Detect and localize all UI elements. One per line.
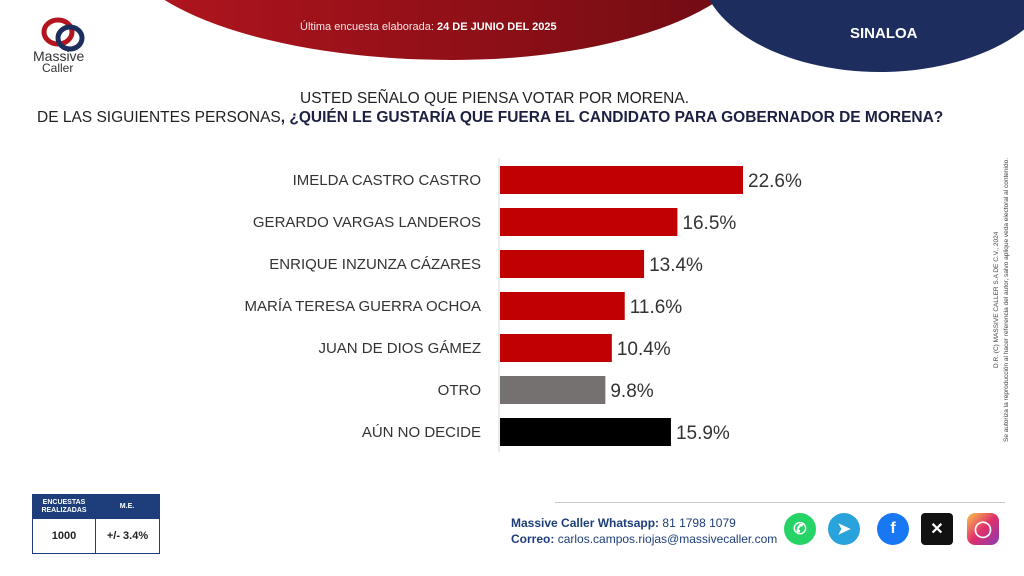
legal-notice: D.R. (C) MASSIVE CALLER S.A DE C.V., 202… xyxy=(992,120,1014,480)
survey-date-line: Última encuesta elaborada: 24 DE JUNIO D… xyxy=(300,21,557,33)
question-line-2-prefix: DE LAS SIGUIENTES PERSONAS xyxy=(37,109,281,126)
surveys-header: ENCUESTAS REALIZADAS xyxy=(33,495,95,519)
category-label: ENRIQUE INZUNZA CÁZARES xyxy=(269,256,481,273)
category-label: OTRO xyxy=(438,382,481,399)
survey-date-value: 24 DE JUNIO DEL 2025 xyxy=(436,21,557,33)
question-line-1: USTED SEÑALO QUE PIENSA VOTAR POR MORENA… xyxy=(300,90,690,107)
footer-divider xyxy=(555,502,1005,503)
value-label: 22.6% xyxy=(748,171,802,192)
question-line-2: DE LAS SIGUIENTES PERSONAS, ¿QUIÉN LE GU… xyxy=(37,109,943,127)
region-label: SINALOA xyxy=(850,25,918,42)
surveys-value: 1000 xyxy=(51,530,77,542)
survey-stats-table: ENCUESTAS REALIZADAS M.E. 1000 +/- 3.4% xyxy=(32,494,160,554)
whatsapp-number[interactable]: 81 1798 1079 xyxy=(662,516,736,530)
value-label: 16.5% xyxy=(682,213,736,234)
value-label: 15.9% xyxy=(676,423,730,444)
bar xyxy=(500,208,678,236)
massive-caller-logo-icon xyxy=(41,17,85,52)
email-label: Correo: xyxy=(511,532,555,546)
email-address[interactable]: carlos.campos.riojas@massivecaller.com xyxy=(557,532,778,546)
bar xyxy=(500,376,606,404)
value-label: 13.4% xyxy=(649,255,703,276)
legal-line-1: D.R. (C) MASSIVE CALLER S.A DE C.V., 202… xyxy=(993,231,1000,369)
bar xyxy=(500,166,743,194)
legal-line-2: Se autoriza la reproducción al hacer ref… xyxy=(1003,158,1010,443)
category-label: GERARDO VARGAS LANDEROS xyxy=(253,214,481,231)
whatsapp-label: Massive Caller Whatsapp: xyxy=(511,516,660,530)
logo-word-massive: Massive xyxy=(33,48,85,64)
bar xyxy=(500,418,671,446)
category-label: MARÍA TERESA GUERRA OCHOA xyxy=(245,298,481,315)
bar xyxy=(500,292,625,320)
category-label: JUAN DE DIOS GÁMEZ xyxy=(318,340,481,357)
logo-word-caller: Caller xyxy=(42,61,74,75)
bar xyxy=(500,250,645,278)
bar-chart: IMELDA CASTRO CASTRO 22.6% GERARDO VARGAS … xyxy=(245,158,802,452)
email-contact: Correo: carlos.campos.riojas@massivecall… xyxy=(511,532,777,546)
survey-date-label: Última encuesta elaborada: xyxy=(300,21,434,33)
bar xyxy=(500,334,612,362)
question-line-2-bold: , ¿QUIÉN LE GUSTARÍA QUE FUERA EL CANDID… xyxy=(280,109,944,126)
telegram-icon[interactable]: ➤ xyxy=(828,513,860,545)
facebook-icon[interactable]: f xyxy=(877,513,909,545)
whatsapp-icon[interactable]: ✆ xyxy=(784,513,816,545)
value-label: 11.6% xyxy=(630,297,683,318)
x-icon[interactable]: ✕ xyxy=(921,513,953,545)
category-label: AÚN NO DECIDE xyxy=(362,424,481,441)
category-label: IMELDA CASTRO CASTRO xyxy=(293,172,481,189)
margin-error-value: +/- 3.4% xyxy=(95,519,159,553)
value-label: 9.8% xyxy=(610,381,653,402)
instagram-icon[interactable]: ◯ xyxy=(967,513,999,545)
value-label: 10.4% xyxy=(617,339,671,360)
whatsapp-contact: Massive Caller Whatsapp: 81 1798 1079 xyxy=(511,516,736,530)
margin-error-header: M.E. xyxy=(95,495,159,519)
